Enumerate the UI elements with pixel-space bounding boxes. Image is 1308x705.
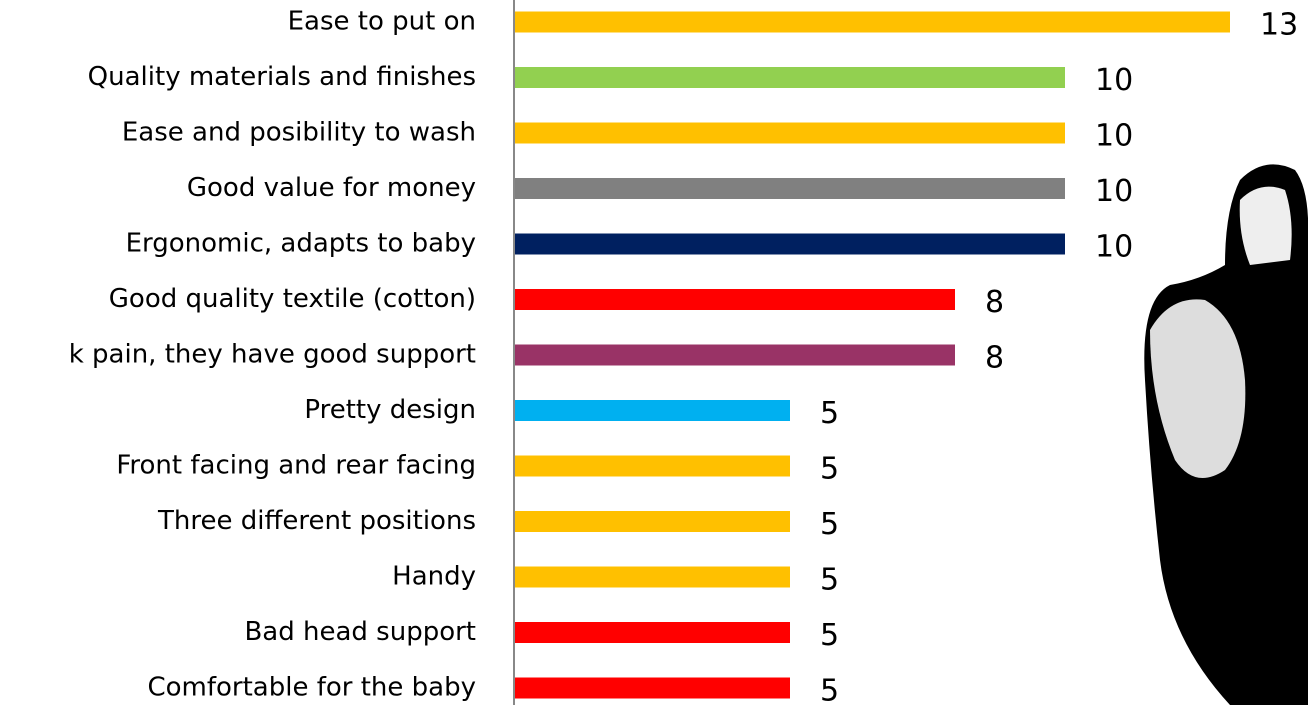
decorative-carrier [1144,164,1308,705]
bar [515,233,1065,255]
value-label: 10 [1095,63,1133,98]
bar [515,344,955,366]
category-label: Ease and posibility to wash [122,118,476,148]
category-label: Three different positions [157,506,476,536]
category-label: Ease to put on [288,7,476,37]
value-label: 10 [1095,174,1133,209]
category-label: Front facing and rear facing [116,451,476,481]
value-label: 10 [1095,119,1133,154]
category-label: Quality materials and finishes [88,62,476,92]
category-label: Good value for money [187,173,476,203]
bar [515,622,790,643]
category-label: Comfortable for the baby [147,673,476,703]
value-label: 5 [820,563,839,598]
category-label: Bad head support [244,617,476,647]
bar [515,11,1230,33]
value-label: 5 [820,507,839,542]
value-label: 5 [820,674,839,705]
category-label: Handy [392,562,476,592]
value-label: 13 [1260,8,1298,43]
category-label: k pain, they have good support [69,340,476,370]
bar [515,122,1065,144]
value-label: 8 [985,341,1004,376]
bar [515,400,790,421]
bar [515,455,790,477]
category-label: Pretty design [304,395,476,425]
value-label: 8 [985,285,1004,320]
value-label: 5 [820,396,839,431]
category-label: Ergonomic, adapts to baby [126,229,476,259]
bar [515,677,790,699]
bar [515,178,1065,199]
bar [515,67,1065,88]
value-label: 5 [820,618,839,653]
value-label: 5 [820,452,839,487]
category-label: Good quality textile (cotton) [109,284,476,314]
bar [515,511,790,532]
value-label: 10 [1095,230,1133,265]
bar [515,289,955,310]
bar [515,566,790,588]
